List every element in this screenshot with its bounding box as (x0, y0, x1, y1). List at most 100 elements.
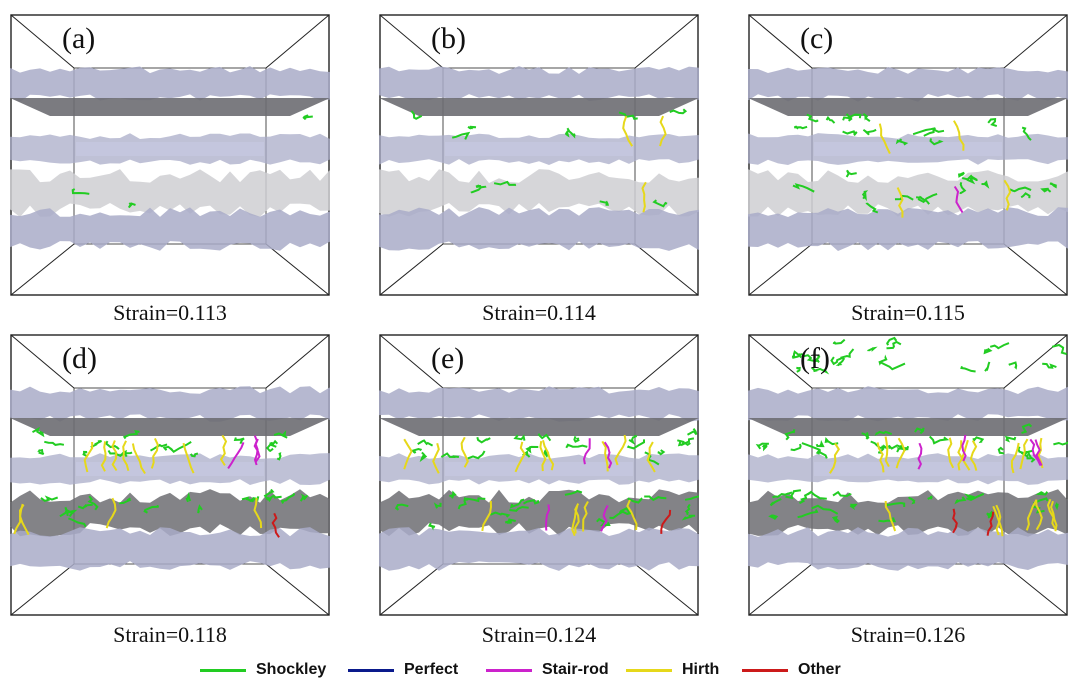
shockley-line (755, 442, 769, 450)
shockley-line (87, 495, 99, 511)
shockley-line (509, 505, 529, 512)
shockley-line (566, 127, 576, 139)
hirth-line (514, 441, 526, 473)
shockley-line (523, 499, 540, 505)
shockley-line (573, 436, 580, 443)
shockley-line (928, 435, 950, 445)
shockley-line (917, 192, 938, 204)
shockley-line (609, 510, 633, 520)
hirth-line (953, 120, 965, 151)
shockley-line (44, 440, 65, 446)
shockley-line (669, 108, 688, 115)
other-line (660, 509, 672, 534)
bottom-layer (379, 527, 699, 571)
shockley-line (66, 509, 78, 517)
shockley-line (269, 439, 279, 446)
shockley-line (599, 200, 609, 206)
shockley-line (419, 451, 428, 463)
top-layer (10, 386, 330, 422)
shockley-line (684, 503, 691, 515)
middle-highlight (445, 462, 633, 476)
legend-label: Perfect (404, 661, 459, 678)
shockley-line (489, 511, 511, 518)
bottom-layer (748, 527, 1068, 571)
shockley-line (90, 440, 102, 449)
shockley-line (417, 439, 434, 447)
shockley-line (923, 127, 945, 137)
perspective-edge (634, 563, 699, 616)
hirth-line (659, 115, 667, 147)
shockley-line (929, 138, 944, 146)
shockley-line (806, 113, 819, 123)
hirth-line (574, 503, 580, 534)
shockley-line (266, 494, 282, 503)
shockley-line (835, 357, 846, 367)
caption-f: Strain=0.126 (850, 622, 966, 647)
hirth-line (1035, 499, 1043, 531)
shockley-line (1004, 435, 1017, 443)
lower-interface (10, 169, 330, 217)
shockley-line (1053, 441, 1068, 446)
hirth-line (182, 442, 195, 474)
shockley-line (626, 439, 645, 450)
shockley-line (252, 496, 260, 502)
shockley-line (845, 113, 862, 119)
top-layer (10, 66, 330, 102)
bottom-layer (748, 207, 1068, 251)
perspective-edge (265, 334, 330, 389)
hirth-line (969, 440, 978, 471)
shockley-line (564, 130, 570, 138)
perspective-edge (379, 243, 444, 296)
shockley-line (273, 430, 288, 439)
shockley-line (493, 180, 517, 187)
shockley-line (475, 184, 482, 188)
perspective-edge (748, 334, 813, 389)
perspective-edge (634, 334, 699, 389)
shockley-line (811, 366, 830, 375)
shockley-line (525, 445, 539, 454)
hirth-line (626, 499, 638, 531)
shockley-line (564, 489, 583, 496)
legend-item-perfect: Perfect (348, 658, 458, 682)
shockley-line (799, 491, 811, 505)
shockley-line (1020, 451, 1032, 460)
perspective-edge (10, 14, 75, 69)
middle-highlight (76, 462, 264, 476)
stair-rod-line (1029, 438, 1042, 466)
hirth-line (884, 500, 897, 532)
shockley-line (1051, 343, 1067, 355)
shockley-line (1049, 182, 1057, 189)
shockley-line (628, 435, 638, 445)
top-interface (748, 418, 1068, 436)
legend-swatch (626, 668, 672, 672)
shockley-line (849, 503, 858, 511)
shockley-line (927, 495, 933, 500)
shockley-line (768, 514, 779, 520)
shockley-line (830, 356, 844, 366)
shockley-line (987, 117, 998, 128)
shockley-line (169, 441, 192, 453)
shockley-line (299, 493, 309, 502)
perspective-edge (748, 243, 813, 296)
shockley-line (842, 130, 858, 136)
shockley-line (915, 195, 930, 205)
shockley-line (964, 493, 976, 501)
legend-swatch (742, 668, 788, 672)
shockley-line (684, 495, 699, 501)
shockley-line (1021, 423, 1033, 434)
hirth-line (481, 500, 493, 532)
hirth-line (614, 434, 627, 466)
panel-c: (c) (748, 14, 1068, 296)
stair-rod-line (227, 442, 245, 469)
legend-swatch (200, 668, 246, 672)
perspective-edge (748, 14, 813, 69)
shockley-line (68, 517, 87, 528)
perspective-edge (10, 243, 75, 296)
perspective-edge (10, 334, 75, 389)
shockley-line (870, 440, 884, 449)
shockley-line (815, 440, 825, 448)
hirth-line (83, 441, 94, 473)
simulation-view (748, 14, 1068, 296)
caption-b: Strain=0.114 (482, 300, 596, 325)
shockley-line (467, 450, 486, 460)
